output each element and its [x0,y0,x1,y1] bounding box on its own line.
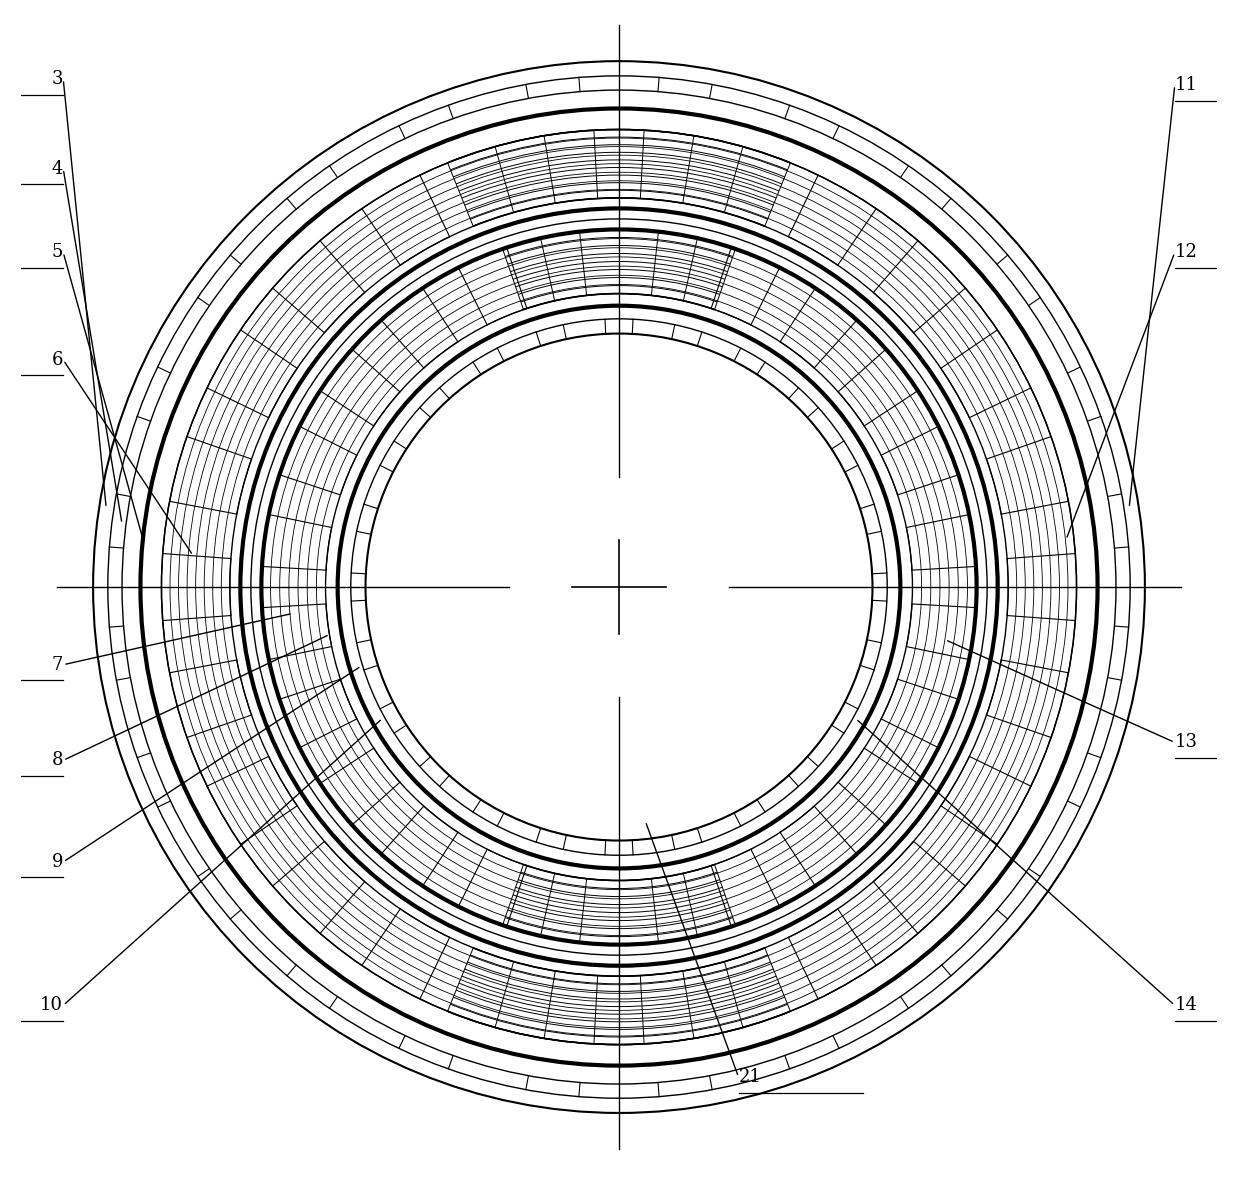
Text: 9: 9 [52,853,63,871]
Text: 13: 13 [1175,733,1198,751]
Text: 8: 8 [52,751,63,769]
Text: 11: 11 [1175,75,1198,95]
Text: 6: 6 [52,351,63,369]
Text: 10: 10 [40,997,63,1015]
Text: 21: 21 [739,1069,761,1087]
Text: 12: 12 [1175,243,1197,261]
Text: 7: 7 [52,655,63,673]
Text: 14: 14 [1175,997,1197,1015]
Text: 3: 3 [52,69,63,89]
Text: 4: 4 [52,159,63,177]
Text: 5: 5 [52,243,63,261]
